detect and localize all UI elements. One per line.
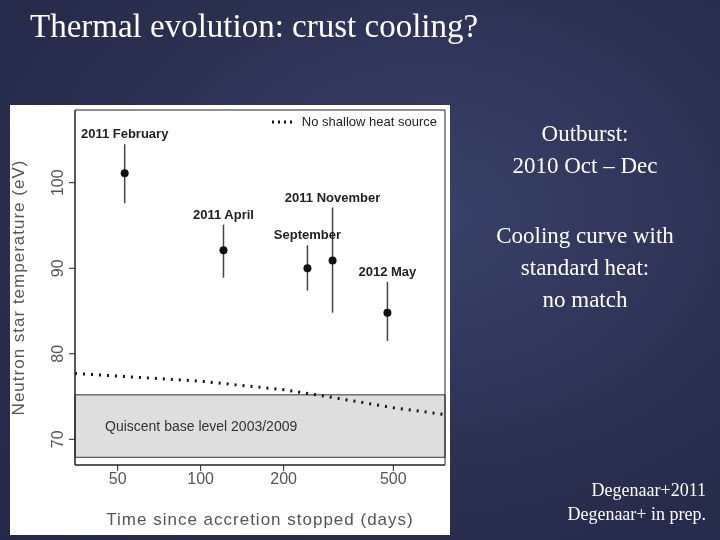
html-text:Outburst:: Outburst:: [541, 121, 629, 146]
svg-text:50: 50: [109, 470, 127, 487]
html-text:Degenaar+ in prep.: Degenaar+ in prep.: [567, 504, 706, 524]
svg-text:2012 May: 2012 May: [359, 264, 418, 279]
svg-text:70: 70: [49, 430, 66, 448]
html-text:Degenaar+2011: Degenaar+2011: [591, 480, 706, 500]
svg-text:September: September: [274, 227, 341, 242]
svg-text:Neutron star temperature (eV): Neutron star temperature (eV): [10, 160, 28, 416]
svg-text:90: 90: [49, 259, 66, 277]
svg-text:Time since accretion stopped (: Time since accretion stopped (days): [106, 510, 413, 529]
html-text:No shallow heat source: No shallow heat source: [301, 114, 437, 129]
svg-text:Quiscent base level 2003/2009: Quiscent base level 2003/2009: [105, 418, 297, 434]
svg-text:2011 November: 2011 November: [285, 190, 380, 205]
svg-text:2011 April: 2011 April: [193, 207, 254, 222]
svg-text:2011 February: 2011 February: [81, 126, 169, 141]
svg-text:80: 80: [49, 345, 66, 363]
html-text:standard heat:: standard heat:: [520, 255, 650, 280]
svg-text:200: 200: [270, 470, 297, 487]
html-text:no match: no match: [542, 287, 628, 312]
svg-text:100: 100: [49, 169, 66, 196]
html-text:Cooling curve with: Cooling curve with: [496, 223, 674, 248]
svg-text:500: 500: [380, 470, 407, 487]
html-text:Thermal evolution: crust cooli: Thermal evolution: crust cooling?: [30, 8, 479, 44]
html-text:2010 Oct – Dec: 2010 Oct – Dec: [512, 153, 658, 178]
svg-text:100: 100: [187, 470, 214, 487]
